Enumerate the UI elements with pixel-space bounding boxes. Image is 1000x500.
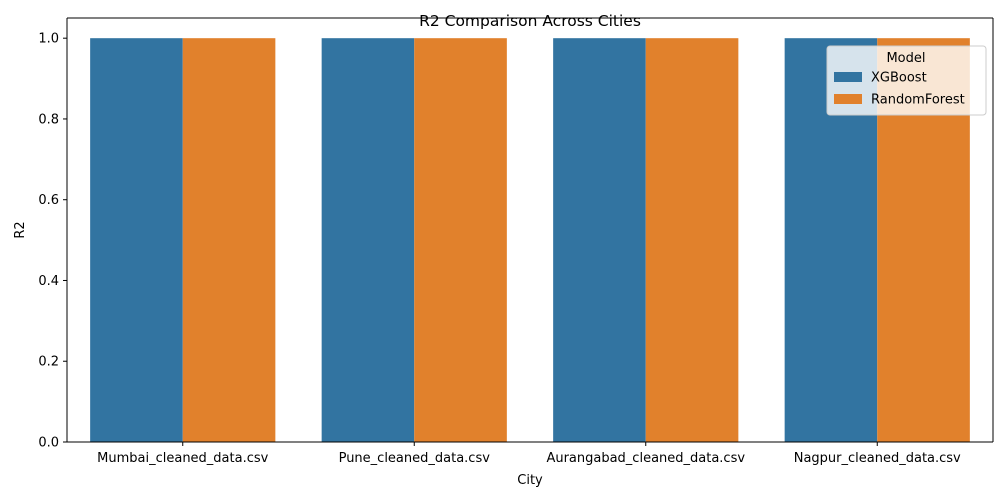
bar-xgboost-3: [553, 38, 646, 442]
legend: Model XGBoost RandomForest: [826, 45, 987, 116]
y-tick-label: 0.4: [38, 274, 59, 289]
legend-label-randomforest: RandomForest: [871, 93, 965, 108]
x-tick-label: Mumbai_cleaned_data.csv: [97, 451, 268, 466]
legend-label-xgboost: XGBoost: [871, 71, 927, 86]
y-tick-label: 0.8: [38, 112, 59, 127]
bar-randomforest-3: [645, 38, 739, 442]
legend-frame: [826, 45, 987, 116]
x-tick-label: Nagpur_cleaned_data.csv: [794, 451, 961, 466]
bar-xgboost-2: [321, 38, 415, 442]
x-axis-label: City: [517, 473, 543, 488]
bar-randomforest-2: [414, 38, 507, 442]
y-tick-label: 0.0: [38, 436, 59, 451]
legend-entries: XGBoost RandomForest: [834, 71, 965, 108]
x-tick-label: Aurangabad_cleaned_data.csv: [546, 451, 745, 466]
y-tick-label: 1.0: [38, 32, 59, 47]
y-axis: 0.0 0.2 0.4 0.6 0.8 1.0: [38, 32, 67, 451]
bars-group: [90, 38, 970, 442]
bar-xgboost-1: [90, 38, 183, 442]
legend-swatch-randomforest: [834, 94, 862, 104]
chart-title: R2 Comparison Across Cities: [419, 12, 641, 30]
x-tick-label: Pune_cleaned_data.csv: [339, 451, 491, 466]
y-tick-label: 0.2: [38, 355, 59, 370]
legend-swatch-xgboost: [834, 72, 862, 82]
y-tick-label: 0.6: [38, 193, 59, 208]
bar-randomforest-1: [182, 38, 276, 442]
y-axis-label: R2: [13, 221, 28, 238]
legend-title: Model: [886, 51, 925, 66]
x-axis: Mumbai_cleaned_data.csv Pune_cleaned_data…: [97, 442, 961, 466]
